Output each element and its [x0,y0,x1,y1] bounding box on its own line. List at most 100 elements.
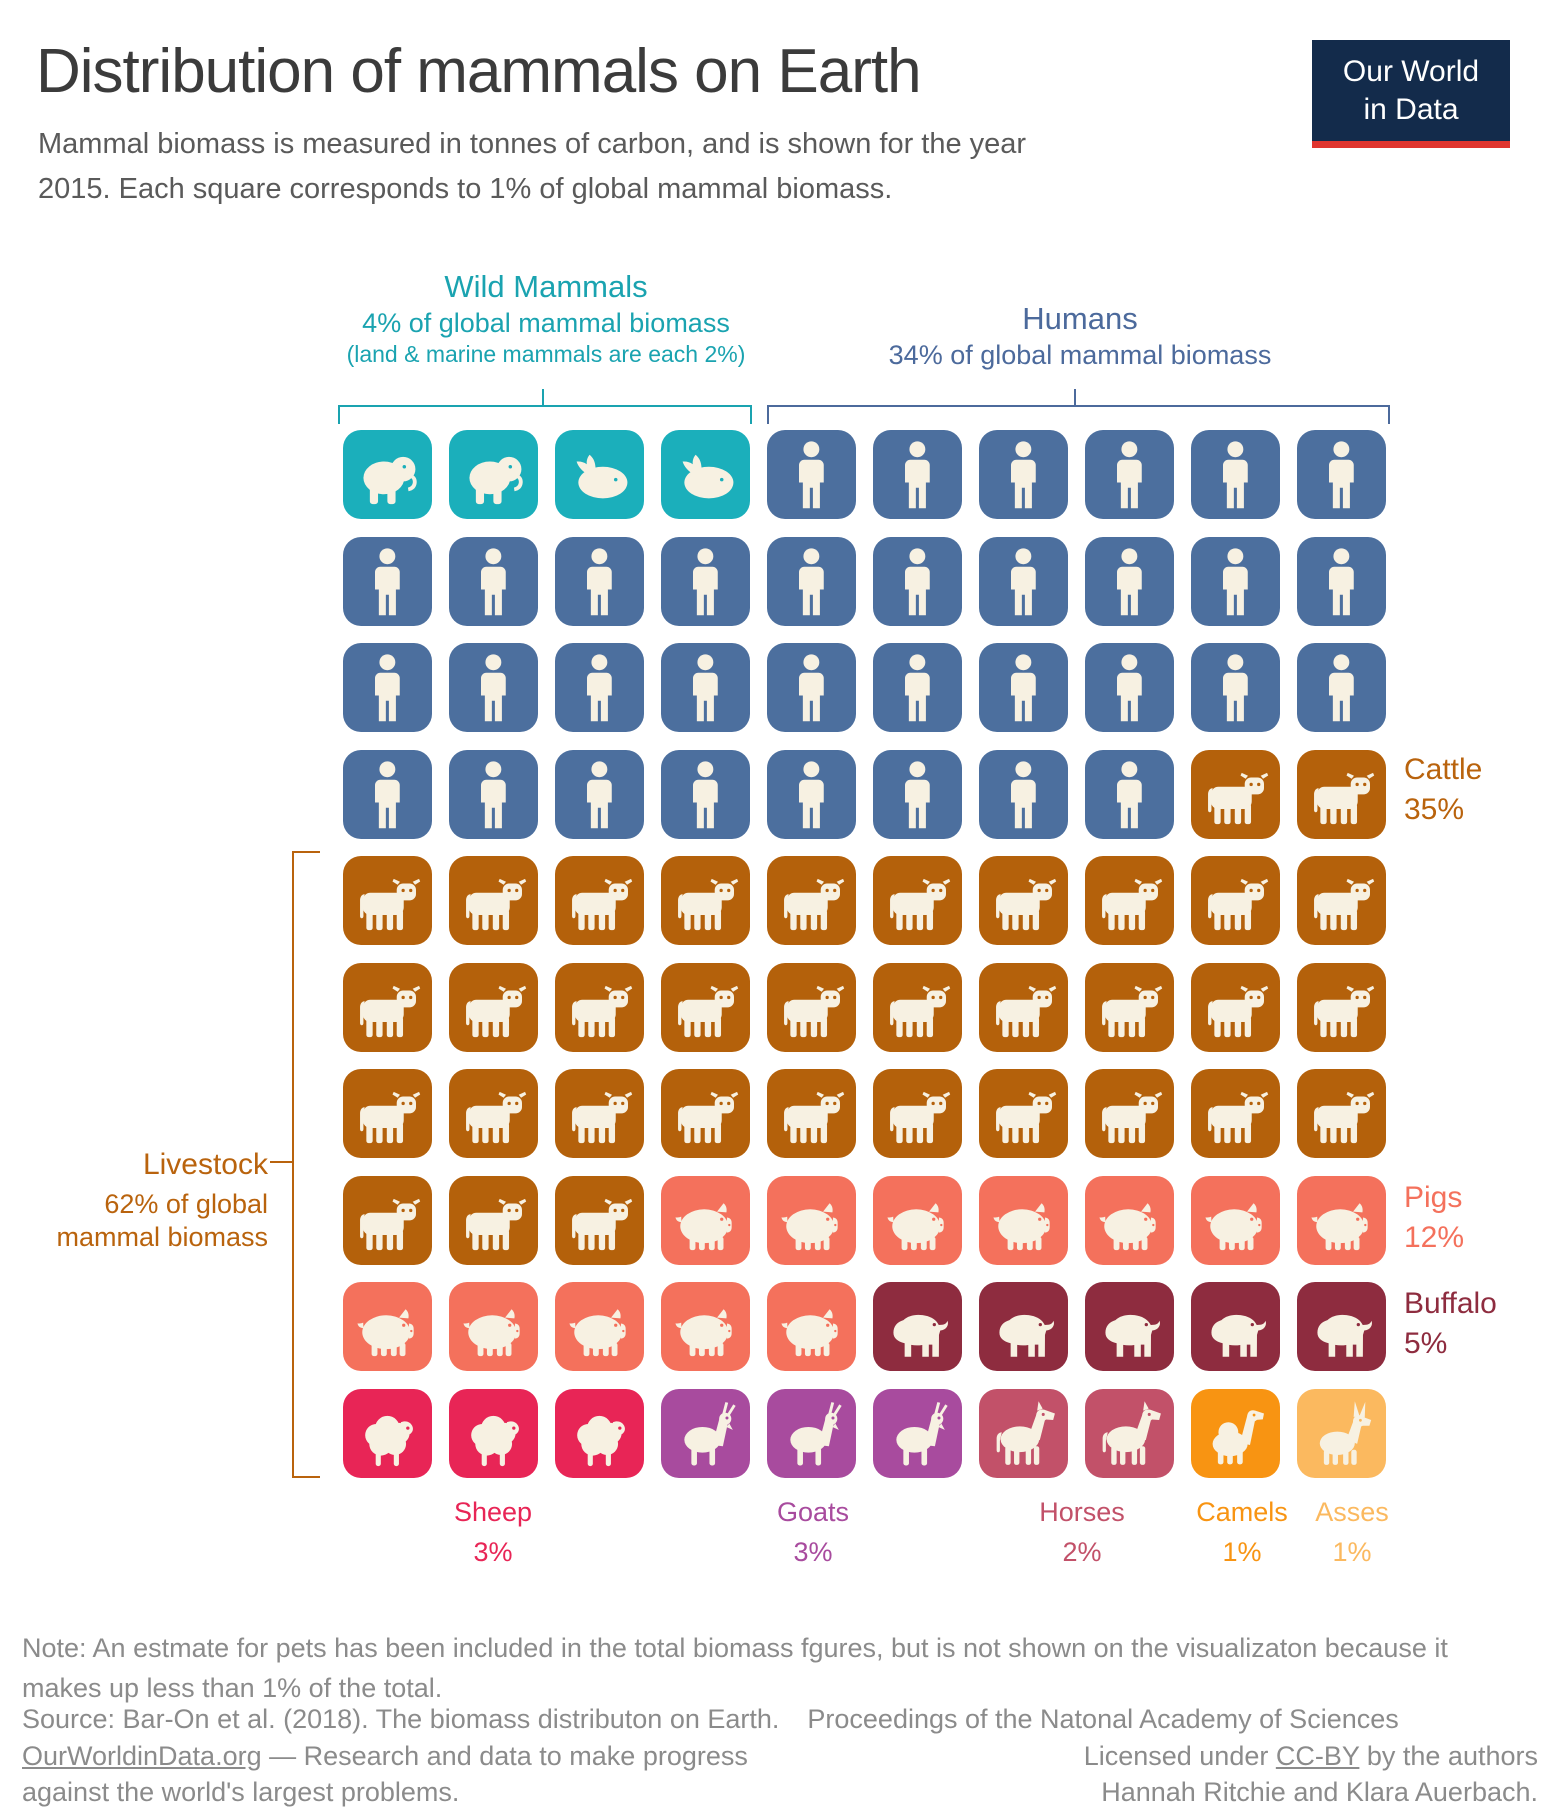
wild-mammals-title: Wild Mammals [444,269,648,304]
tile-buffalo [1297,1282,1386,1371]
tile-person [1191,643,1280,732]
owid-logo-line-1: Our World [1342,54,1480,88]
wild-bracket [338,405,752,424]
source-text: Source: Bar-On et al. (2018). The biomas… [22,1704,780,1734]
sheep-percent: 3% [473,1537,513,1567]
camels-name: Camels [1196,1497,1288,1527]
tile-cow [979,1069,1068,1158]
tile-person [873,643,962,732]
cattle-label: Cattle 35% [1404,750,1482,830]
license-line: Licensed under CC-BY by the authors [900,1738,1538,1774]
tile-camel [1191,1388,1280,1478]
pigs-label: Pigs 12% [1404,1178,1464,1258]
license-block: Licensed under CC-BY by the authors Hann… [900,1738,1538,1808]
humans-percent: 34% of global mammal biomass [888,340,1272,370]
tile-cow [1297,962,1386,1052]
tile-cow [873,962,962,1052]
tile-pig [449,1282,538,1371]
livestock-percent: 62% of global mammal biomass [56,1189,268,1252]
owid-logo-line-2: in Data [1363,92,1459,126]
tile-person [873,749,962,839]
tile-person [343,536,432,626]
owid-link[interactable]: OurWorldinData.org [22,1741,262,1771]
tile-person [767,430,856,519]
buffalo-name: Buffalo [1404,1287,1497,1320]
tile-goat [873,1388,962,1478]
tile-cow [343,1175,432,1265]
cc-by-link[interactable]: CC-BY [1275,1741,1360,1771]
tile-pig [661,1282,750,1371]
livestock-title: Livestock [142,1148,268,1181]
tile-cow [449,962,538,1052]
tile-cow [979,856,1068,945]
tile-cow [1297,1069,1386,1158]
tile-pig [767,1282,856,1371]
tile-cow [343,1069,432,1158]
tile-pig [1297,1175,1386,1265]
wild-mammals-label: Wild Mammals 4% of global mammal biomass… [246,268,846,369]
source-line: Source: Bar-On et al. (2018). The biomas… [22,1704,1399,1735]
tile-person [449,643,538,732]
tile-person [1191,430,1280,519]
buffalo-label: Buffalo 5% [1404,1284,1497,1364]
tile-pig [767,1175,856,1265]
tile-person [1297,430,1386,519]
tile-cow [767,962,856,1052]
tile-cow [1191,749,1280,839]
tile-person [873,536,962,626]
tile-pig [343,1282,432,1371]
tile-sheep [449,1388,538,1478]
humans-label: Humans 34% of global mammal biomass [780,300,1380,372]
tile-cow [343,962,432,1052]
tile-elephant [343,430,432,519]
tile-person [979,643,1068,732]
tile-person [449,749,538,839]
asses-name: Asses [1315,1497,1389,1527]
tile-cow [343,856,432,945]
source-journal: Proceedings of the Natonal Academy of Sc… [807,1704,1399,1734]
footnote-line-2: makes up less than 1% of the total. [22,1673,443,1703]
tile-cow [555,962,644,1052]
license-post: by the authors [1359,1741,1538,1771]
tile-goat [661,1388,750,1478]
tile-cow [661,1069,750,1158]
livestock-bracket-tick [270,1161,292,1163]
tile-person [767,536,856,626]
tile-cow [661,962,750,1052]
tile-cow [1085,962,1174,1052]
tile-person [767,749,856,839]
goats-name: Goats [776,1497,850,1527]
tile-cow [767,1069,856,1158]
tile-cow [555,1069,644,1158]
tile-cow [767,856,856,945]
tile-cow [979,962,1068,1052]
goats-label: Goats 3% [703,1492,923,1572]
tile-cow [1191,962,1280,1052]
authors-line: Hannah Ritchie and Klara Auerbach. [1101,1777,1538,1807]
tile-goat [767,1388,856,1478]
tile-cow [1191,856,1280,945]
tile-buffalo [1085,1282,1174,1371]
horses-percent: 2% [1062,1537,1102,1567]
wild-bracket-tick [542,389,544,405]
tile-horse [979,1388,1068,1478]
tile-person [661,749,750,839]
pigs-name: Pigs [1404,1181,1463,1214]
tile-person [661,643,750,732]
wild-mammals-percent: 4% of global mammal biomass [362,308,730,338]
tile-person [661,536,750,626]
cattle-percent: 35% [1404,793,1465,826]
asses-percent: 1% [1332,1537,1372,1567]
wild-mammals-note: (land & marine mammals are each 2%) [346,341,746,367]
cattle-name: Cattle [1404,753,1483,786]
horses-name: Horses [1039,1497,1125,1527]
buffalo-percent: 5% [1404,1327,1448,1360]
owid-logo: Our World in Data [1312,40,1510,148]
tile-buffalo [979,1282,1068,1371]
tile-cow [873,856,962,945]
tile-cow [1297,856,1386,945]
tile-sheep [343,1388,432,1478]
sheep-label: Sheep 3% [383,1492,603,1572]
tile-cow [555,856,644,945]
tile-cow [449,1069,538,1158]
